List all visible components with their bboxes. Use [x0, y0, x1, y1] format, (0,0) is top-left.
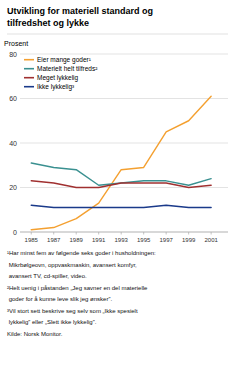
x-tick-label: 1997 — [159, 237, 173, 243]
legend-entry: Meget lykkelig — [37, 74, 79, 82]
x-tick — [53, 232, 54, 235]
footnote: avansert TV, cd-spiller, video. — [7, 273, 87, 279]
x-tick — [121, 232, 122, 235]
grid-line — [20, 54, 228, 55]
series-line — [31, 163, 211, 185]
x-tick — [166, 232, 167, 235]
legend-swatch — [24, 77, 34, 79]
legend-entry: Materielt helt tilfreds² — [37, 65, 98, 72]
x-tick-label: 1995 — [137, 237, 151, 243]
series-line — [31, 205, 211, 207]
grid-line — [20, 143, 228, 144]
x-tick-label: 1985 — [25, 237, 39, 243]
x-tick-label: 2001 — [204, 237, 218, 243]
x-tick — [211, 232, 212, 235]
legend: Eier mange goder¹Materielt helt tilfreds… — [24, 56, 98, 91]
legend-swatch — [24, 68, 34, 70]
x-tick — [31, 232, 32, 235]
title: Utvikling for materiell standard og — [7, 6, 153, 16]
separator — [7, 34, 228, 35]
footnote: ²Helt uenig i påstanden „Jeg savner en d… — [7, 285, 148, 291]
footnote: lykkelig” eller „Slett ikke lykkelig”. — [7, 319, 97, 325]
x-tick — [143, 232, 144, 235]
x-tick — [76, 232, 77, 235]
series-line — [31, 181, 211, 188]
x-tick-label: 1993 — [115, 237, 129, 243]
x-tick-label: 1987 — [47, 237, 61, 243]
x-tick-label: 1991 — [92, 237, 106, 243]
y-tick-label: 40 — [9, 140, 17, 147]
x-axis-line — [20, 232, 228, 233]
grid-line — [20, 98, 228, 99]
x-tick-label: 1999 — [182, 237, 196, 243]
y-tick-label: 60 — [9, 95, 17, 102]
legend-entry: Eier mange goder¹ — [37, 56, 92, 64]
footnote: Mikrbølgeovn, oppvaskmaskin, avansert ko… — [7, 262, 137, 268]
legend-entry: Ikke lykkelig³ — [37, 83, 75, 91]
x-tick — [98, 232, 99, 235]
legend-swatch — [24, 59, 34, 61]
y-axis-label: Prosent — [4, 40, 28, 47]
lines — [31, 96, 211, 230]
legend-swatch — [24, 86, 34, 88]
x-tick — [188, 232, 189, 235]
footnote: ³Vil stort sett beskrive seg selv som „I… — [7, 308, 138, 314]
series-line — [31, 96, 211, 230]
footnote: goder for å kunne leve slik jeg ønsker”. — [7, 296, 112, 302]
x-tick-label: 1989 — [70, 237, 84, 243]
y-tick-label: 80 — [9, 51, 17, 58]
grid-line — [20, 232, 228, 233]
footnote: ¹Har minst fem av følgende seks goder i … — [7, 250, 156, 256]
y-tick-label: 0 — [13, 229, 17, 236]
footnote: Kilde: Norsk Monitor. — [7, 331, 63, 337]
chart: Utvikling for materiell standard og tilfr… — [0, 0, 235, 372]
y-tick-label: 20 — [9, 184, 17, 191]
title: tilfredshet og lykke — [7, 18, 89, 28]
